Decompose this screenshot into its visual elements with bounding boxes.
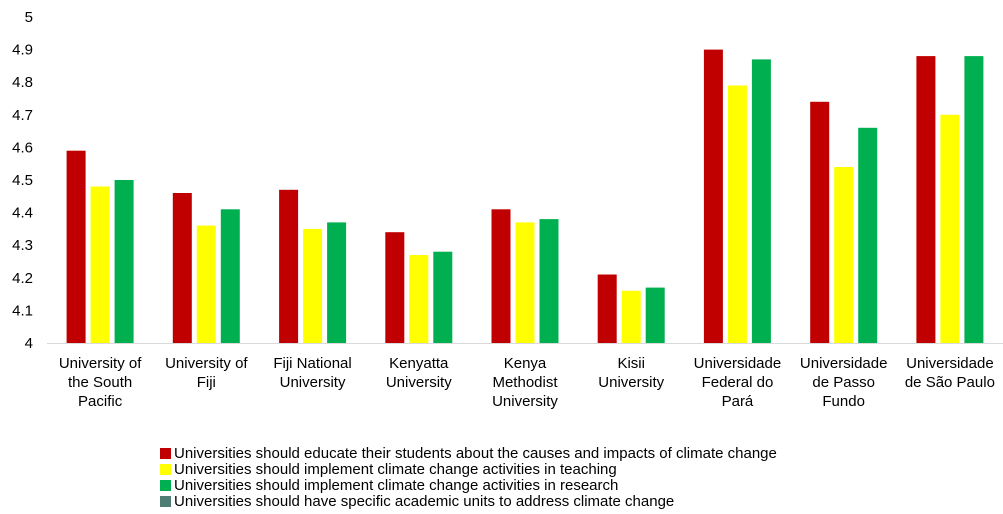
- y-tick-label: 4.9: [12, 42, 33, 59]
- x-category-label: University: [386, 374, 452, 391]
- x-category-label: Fundo: [822, 393, 865, 410]
- bar: [539, 219, 559, 343]
- legend-label: Universities should implement climate ch…: [174, 460, 617, 478]
- y-tick-label: 4.6: [12, 139, 33, 156]
- legend-swatch: [160, 495, 171, 507]
- y-tick-label: 4.3: [12, 237, 33, 254]
- bar: [834, 167, 854, 343]
- bar: [491, 209, 511, 343]
- bar: [196, 225, 216, 343]
- y-tick-label: 4.2: [12, 270, 33, 287]
- bar: [703, 49, 723, 343]
- legend-swatch: [160, 463, 171, 475]
- bar: [515, 222, 535, 343]
- bar: [727, 85, 747, 343]
- y-tick-label: 4.8: [12, 74, 33, 91]
- legend: Universities should educate their studen…: [160, 444, 777, 510]
- bar: [220, 209, 240, 343]
- x-category-label: University: [598, 374, 664, 391]
- legend-swatch: [160, 447, 171, 459]
- legend-item: Universities should educate their studen…: [160, 444, 777, 462]
- x-category-label: de São Paulo: [905, 374, 995, 391]
- bar: [621, 290, 641, 343]
- bar: [327, 222, 347, 343]
- x-category-label: Methodist: [492, 374, 558, 391]
- bar: [916, 56, 936, 343]
- bar: [810, 101, 830, 343]
- bar: [114, 180, 134, 343]
- x-category-label: Kenyatta: [389, 355, 449, 372]
- bar: [303, 228, 323, 343]
- x-category-label: University: [280, 374, 346, 391]
- x-category-label: University: [492, 393, 558, 410]
- x-category-label: Universidade: [906, 355, 994, 372]
- y-tick-label: 4.1: [12, 302, 33, 319]
- x-category-label: University of: [165, 355, 248, 372]
- bar: [940, 114, 960, 343]
- bar: [597, 274, 617, 343]
- y-tick-label: 4.7: [12, 107, 33, 124]
- legend-label: Universities should implement climate ch…: [174, 476, 619, 494]
- y-tick-label: 4: [25, 335, 33, 352]
- x-category-label: de Passo: [812, 374, 875, 391]
- x-category-label: the South: [68, 374, 132, 391]
- x-category-label: Universidade: [800, 355, 888, 372]
- bar: [385, 232, 405, 343]
- bar: [409, 255, 429, 343]
- legend-item: Universities should have specific academ…: [160, 492, 777, 510]
- bar: [433, 251, 453, 343]
- y-tick-label: 4.4: [12, 205, 33, 222]
- x-category-label: Pacific: [78, 393, 123, 410]
- x-category-label: Federal do: [702, 374, 774, 391]
- x-category-label: Pará: [722, 393, 754, 410]
- bar: [279, 189, 299, 343]
- bar: [90, 186, 110, 343]
- x-category-label: Universidade: [694, 355, 782, 372]
- legend-item: Universities should implement climate ch…: [160, 476, 777, 494]
- bar: [751, 59, 771, 344]
- bar-chart-plot: 4 4.1 4.2 4.3 4.4 4.5 4.6 4.7 4.8 4.9 5 University …: [12, 9, 1003, 410]
- legend-label: Universities should have specific academ…: [174, 492, 675, 510]
- x-category-label: University of: [59, 355, 142, 372]
- bar: [964, 56, 984, 343]
- x-category-label: Fiji National: [273, 355, 351, 372]
- y-tick-label: 5: [25, 9, 33, 26]
- y-tick-label: 4.5: [12, 172, 33, 189]
- bar: [645, 287, 665, 343]
- bar: [858, 127, 878, 343]
- legend-swatch: [160, 479, 171, 491]
- x-category-label: Kisii: [617, 355, 645, 372]
- bar: [66, 150, 86, 343]
- bar: [172, 193, 192, 343]
- legend-item: Universities should implement climate ch…: [160, 460, 777, 478]
- x-category-label: Fiji: [197, 374, 216, 391]
- x-category-label: Kenya: [504, 355, 547, 372]
- legend-label: Universities should educate their studen…: [174, 444, 777, 462]
